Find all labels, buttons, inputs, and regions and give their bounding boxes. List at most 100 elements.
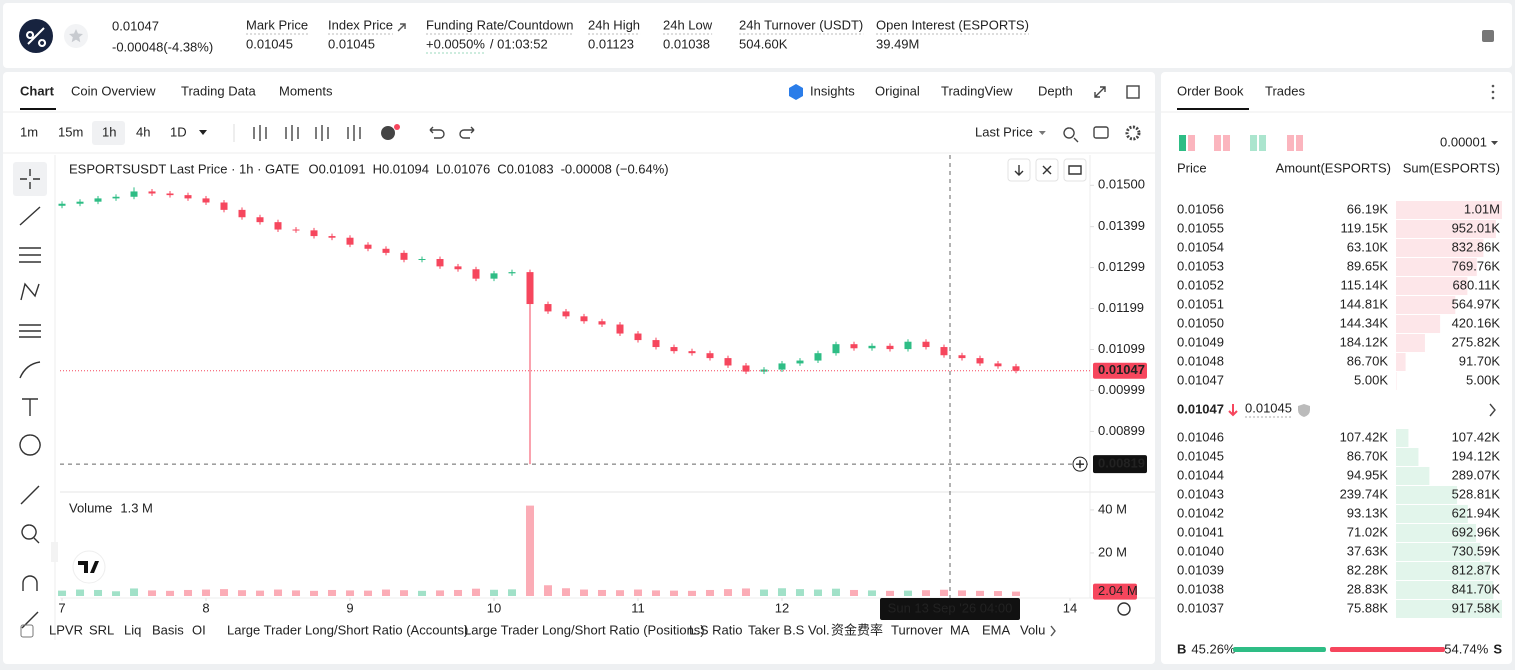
depth-bar bbox=[1396, 201, 1502, 219]
legend-key: O bbox=[308, 161, 318, 176]
layout-option[interactable] bbox=[1287, 135, 1294, 151]
interval-caret bbox=[199, 130, 207, 135]
indicator-tab[interactable]: SRL bbox=[89, 622, 114, 637]
layout-option[interactable] bbox=[1214, 135, 1221, 151]
order-price[interactable]: 0.01046 bbox=[1177, 429, 1224, 444]
order-price[interactable]: 0.01050 bbox=[1177, 315, 1224, 330]
legend-icon bbox=[1014, 165, 1082, 176]
order-price[interactable]: 0.01039 bbox=[1177, 562, 1224, 577]
layout-option[interactable] bbox=[1296, 135, 1303, 151]
order-sum: 621.94K bbox=[1452, 505, 1501, 520]
order-price[interactable]: 0.01052 bbox=[1177, 277, 1224, 292]
volume-bar bbox=[472, 588, 481, 596]
last-volume-label: 2.04 M bbox=[1098, 583, 1138, 598]
order-amount: 144.34K bbox=[1340, 315, 1389, 330]
order-price[interactable]: 0.01038 bbox=[1177, 581, 1224, 596]
order-price[interactable]: 0.01056 bbox=[1177, 201, 1224, 216]
order-price[interactable]: 0.01043 bbox=[1177, 486, 1224, 501]
indicator-tab[interactable]: EMA bbox=[982, 622, 1011, 637]
candle-body bbox=[580, 316, 588, 322]
stat-label: 24h Low bbox=[663, 17, 713, 32]
order-book-tab[interactable]: Trades bbox=[1265, 83, 1305, 98]
chart-tab[interactable]: Moments bbox=[279, 83, 333, 98]
interval-button[interactable]: 15m bbox=[58, 124, 83, 139]
volume-bar bbox=[184, 589, 193, 596]
order-price[interactable]: 0.01048 bbox=[1177, 353, 1224, 368]
layout-option[interactable] bbox=[1259, 135, 1266, 151]
candle-body bbox=[886, 345, 894, 350]
indicator-tab[interactable]: Basis bbox=[152, 622, 184, 637]
indicator-tab[interactable]: OI bbox=[192, 622, 206, 637]
notes-button[interactable] bbox=[1482, 30, 1494, 42]
indicator-icon[interactable] bbox=[381, 126, 395, 140]
x-tick-label: 8 bbox=[202, 600, 209, 615]
view-tab[interactable]: Depth bbox=[1038, 83, 1073, 98]
order-price[interactable]: 0.01042 bbox=[1177, 505, 1224, 520]
volume-bar bbox=[256, 590, 265, 596]
stat-value: 0.01045 bbox=[246, 36, 293, 51]
indicator-tab[interactable]: 资金费率 bbox=[831, 622, 883, 637]
layout-option[interactable] bbox=[1179, 135, 1186, 151]
layout-option[interactable] bbox=[1223, 135, 1230, 151]
stat-label: 24h Turnover (USDT) bbox=[739, 17, 863, 32]
chart-tab[interactable]: Coin Overview bbox=[71, 83, 156, 98]
chart-tab[interactable]: Chart bbox=[20, 83, 55, 98]
indicator-tab[interactable]: Liq bbox=[124, 622, 141, 637]
drawing-tool bbox=[19, 361, 41, 379]
order-price[interactable]: 0.01044 bbox=[1177, 467, 1224, 482]
indicator-tab[interactable]: Volu bbox=[1020, 622, 1045, 637]
camera-icon[interactable] bbox=[1093, 126, 1109, 139]
order-book-tab[interactable]: Order Book bbox=[1177, 83, 1244, 98]
y-tick-label: 0.00999 bbox=[1098, 382, 1145, 397]
stat-label: Mark Price bbox=[246, 17, 308, 32]
order-price[interactable]: 0.01054 bbox=[1177, 239, 1224, 254]
drawing-tool bbox=[22, 575, 38, 591]
candle-body bbox=[922, 341, 930, 348]
indicator-tab[interactable]: Turnover bbox=[891, 622, 943, 637]
order-price[interactable]: 0.01049 bbox=[1177, 334, 1224, 349]
view-tab[interactable]: TradingView bbox=[941, 83, 1013, 98]
drawing-tool bbox=[19, 324, 41, 338]
order-price[interactable]: 0.01037 bbox=[1177, 600, 1224, 615]
volume-bar bbox=[112, 591, 121, 596]
order-price[interactable]: 0.01045 bbox=[1177, 448, 1224, 463]
order-price[interactable]: 0.01051 bbox=[1177, 296, 1224, 311]
popout-icon[interactable] bbox=[1126, 85, 1140, 99]
layout-option[interactable] bbox=[1188, 135, 1195, 151]
view-tab[interactable]: Insights bbox=[810, 83, 855, 98]
interval-button[interactable]: 1m bbox=[20, 124, 38, 139]
volume-bar bbox=[813, 589, 822, 596]
indicator-tab[interactable]: Taker B.S Vol. bbox=[748, 622, 830, 637]
y-tick-label: 0.01399 bbox=[1098, 218, 1145, 233]
legend-value: 0.01083 bbox=[507, 161, 554, 176]
order-price[interactable]: 0.01055 bbox=[1177, 220, 1224, 235]
order-price[interactable]: 0.01041 bbox=[1177, 524, 1224, 539]
precision-select[interactable]: 0.00001 bbox=[1440, 134, 1487, 149]
view-tab[interactable]: Original bbox=[875, 83, 920, 98]
legend-value: 0.01076 bbox=[443, 161, 490, 176]
settings-icon[interactable] bbox=[1125, 125, 1141, 141]
interval-button[interactable]: 1D bbox=[170, 124, 187, 139]
depth-bar bbox=[1396, 239, 1484, 257]
order-sum: 5.00K bbox=[1466, 372, 1500, 387]
indicator-tab[interactable]: L.S Ratio bbox=[689, 622, 742, 637]
order-price[interactable]: 0.01053 bbox=[1177, 258, 1224, 273]
indicator-tab[interactable]: LPVR bbox=[49, 622, 83, 637]
interval-button[interactable]: 1h bbox=[102, 124, 116, 139]
external-icon bbox=[397, 23, 406, 32]
price-type[interactable]: Last Price bbox=[975, 124, 1033, 139]
indicator-tab[interactable]: Large Trader Long/Short Ratio (Positions… bbox=[464, 622, 705, 637]
candle-body bbox=[958, 355, 966, 359]
indicator-tab[interactable]: MA bbox=[950, 622, 970, 637]
chart-tab[interactable]: Trading Data bbox=[181, 83, 256, 98]
last-price-label: 0.01047 bbox=[1098, 362, 1145, 377]
indicator-tab[interactable]: Large Trader Long/Short Ratio (Accounts) bbox=[227, 622, 468, 637]
volume-bar bbox=[795, 589, 804, 596]
layout-option[interactable] bbox=[1250, 135, 1257, 151]
reset-scale[interactable] bbox=[1117, 602, 1131, 616]
stat-label: Funding Rate/Countdown bbox=[426, 17, 573, 32]
interval-button[interactable]: 4h bbox=[136, 124, 150, 139]
order-price[interactable]: 0.01047 bbox=[1177, 372, 1224, 387]
legend-button[interactable] bbox=[1063, 158, 1087, 182]
order-price[interactable]: 0.01040 bbox=[1177, 543, 1224, 558]
